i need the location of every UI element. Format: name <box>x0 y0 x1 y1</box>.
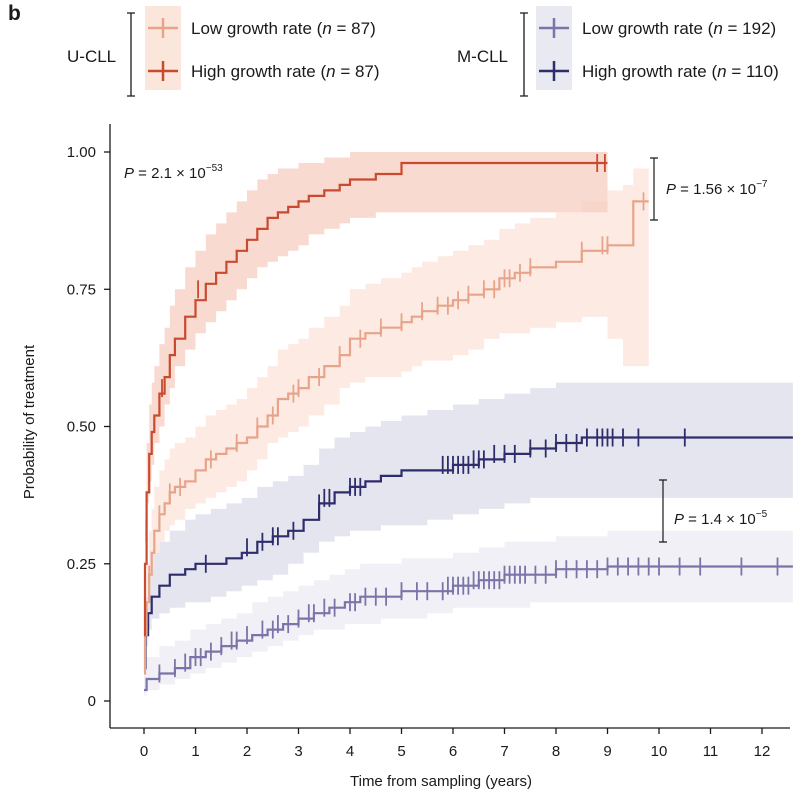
x-ticks: 0 1 2 3 4 5 6 7 8 9 10 11 12 <box>140 728 771 760</box>
x-tick-label: 3 <box>294 743 302 760</box>
legend-swatch-u-cll-low <box>148 18 178 38</box>
legend-entry-u-cll-low: Low growth rate (n = 87) <box>191 19 376 38</box>
legend-group-label-u-cll: U-CLL <box>67 47 116 66</box>
censor-marks <box>148 154 779 683</box>
x-tick-label: 10 <box>651 743 668 760</box>
pvalue-overall: P = 2.1 × 10−53 <box>124 163 223 182</box>
x-tick-label: 6 <box>449 743 457 760</box>
legend-m-cll: M-CLL Low growth rate (n = 192) High gro… <box>457 6 779 97</box>
pvalue-m-cll: P = 1.4 × 10−5 <box>674 509 768 528</box>
km-curve-u-cll-high-growth-rate <box>143 161 608 637</box>
y-tick-label: 0 <box>88 693 96 710</box>
x-tick-label: 12 <box>754 743 771 760</box>
y-ticks: 0 0.25 0.50 0.75 1.00 <box>67 144 110 710</box>
y-tick-label: 0.50 <box>67 419 96 436</box>
legend-group-label-m-cll: M-CLL <box>457 47 508 66</box>
x-tick-label: 9 <box>603 743 611 760</box>
legend-bracket-u-cll <box>127 12 135 97</box>
x-tick-label: 8 <box>552 743 560 760</box>
legend-entry-m-cll-high: High growth rate (n = 110) <box>582 62 779 81</box>
legend-u-cll: U-CLL Low growth rate (n = 87) High grow… <box>67 6 380 97</box>
x-tick-label: 1 <box>191 743 199 760</box>
x-tick-label: 5 <box>397 743 405 760</box>
confidence-bands <box>144 152 793 701</box>
legend-bracket-m-cll <box>520 12 528 97</box>
ci-band-u-cll-high-growth-rate <box>144 152 608 669</box>
legend-swatch-u-cll-high <box>148 61 178 81</box>
y-axis-label: Probability of treatment <box>21 344 38 499</box>
pvalue-u-cll: P = 1.56 × 10−7 <box>666 179 768 198</box>
pvalue-bracket-m-cll <box>659 479 667 543</box>
ci-band-m-cll-high-growth-rate <box>144 382 793 690</box>
x-tick-label: 0 <box>140 743 148 760</box>
y-tick-label: 0.75 <box>67 281 96 298</box>
legend-entry-m-cll-low: Low growth rate (n = 192) <box>582 19 776 38</box>
legend-swatch-m-cll-high <box>539 61 569 81</box>
legend-swatch-m-cll-low <box>539 18 569 38</box>
panel-label: b <box>8 2 21 25</box>
y-tick-label: 1.00 <box>67 144 96 161</box>
x-tick-label: 7 <box>500 743 508 760</box>
x-tick-label: 2 <box>243 743 251 760</box>
ci-band-m-cll-low-growth-rate <box>144 530 793 701</box>
x-tick-label: 11 <box>703 743 719 760</box>
x-tick-label: 4 <box>346 743 354 760</box>
ci-band-u-cll-low-growth-rate <box>144 168 649 690</box>
legend-entry-u-cll-high: High growth rate (n = 87) <box>191 62 380 81</box>
x-axis-label: Time from sampling (years) <box>350 773 532 790</box>
y-tick-label: 0.25 <box>67 556 96 573</box>
pvalue-bracket-u-cll <box>650 157 658 221</box>
